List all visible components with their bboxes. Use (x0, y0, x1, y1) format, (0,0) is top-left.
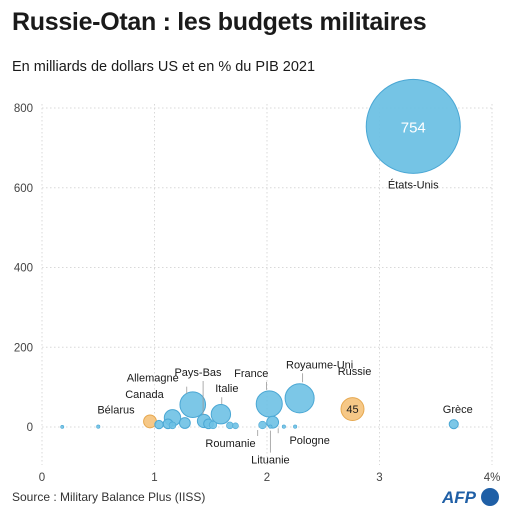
y-tick-label: 200 (14, 342, 33, 354)
y-tick-label: 800 (14, 103, 33, 115)
y-tick-label: 400 (14, 263, 33, 275)
bubble-small (281, 424, 286, 429)
bubble-small (96, 424, 101, 429)
bubble-label: Bélarus (97, 404, 135, 416)
y-tick-label: 600 (14, 183, 33, 195)
bubble-italie (210, 404, 232, 425)
chart-title: Russie-Otan : les budgets militaires (12, 8, 427, 36)
bubble-label: Pologne (289, 435, 329, 447)
y-tick-label: 0 (27, 422, 33, 434)
bubble-label: Allemagne (127, 373, 179, 385)
afp-logo-dot (481, 488, 499, 506)
bubble-small (232, 422, 239, 430)
bubble-label: Italie (215, 383, 238, 395)
bubble-label: États-Unis (388, 178, 439, 191)
bubble-small (60, 424, 65, 429)
bubble-label: Lituanie (251, 455, 290, 467)
afp-logo-text: AFP (442, 488, 477, 507)
bubble-label: Roumanie (205, 438, 255, 450)
bubble-grèce (448, 419, 459, 430)
bubble-bélarus (143, 414, 157, 429)
x-tick-label: 3 (376, 472, 382, 484)
bubble-roumanie (258, 420, 267, 430)
x-tick-label: 1 (151, 472, 157, 484)
source-note: Source : Military Balance Plus (IISS) (12, 490, 206, 504)
bubble-value-label: 45 (346, 404, 358, 416)
bubble-value-label: 754 (401, 119, 426, 136)
bubble-label: Grèce (443, 404, 473, 416)
bubble-small (154, 419, 164, 430)
bubble-label: Russie (338, 366, 372, 378)
x-tick-label: 4% (484, 472, 501, 484)
bubble-small (293, 424, 298, 429)
bubble-label: Royaume-Uni (286, 359, 353, 371)
x-tick-label: 0 (39, 472, 45, 484)
bubble-small (178, 417, 191, 429)
bubble-label: Pays-Bas (174, 367, 222, 379)
bubble-label: Canada (125, 389, 164, 401)
chart-subtitle: En milliards de dollars US et en % du PI… (12, 59, 316, 75)
bubble-royaume-uni (284, 383, 315, 414)
bubble-russie (340, 397, 365, 422)
bubble-small (168, 421, 177, 430)
bubble-états-unis (365, 78, 461, 174)
x-tick-label: 2 (264, 472, 270, 484)
bubble-small (208, 420, 218, 430)
bubble-lituanie (268, 424, 273, 429)
bubble-france (255, 390, 283, 418)
bubble-allemagne (179, 391, 207, 418)
afp-logo: AFP (442, 488, 499, 507)
bubble-label: France (234, 368, 268, 380)
